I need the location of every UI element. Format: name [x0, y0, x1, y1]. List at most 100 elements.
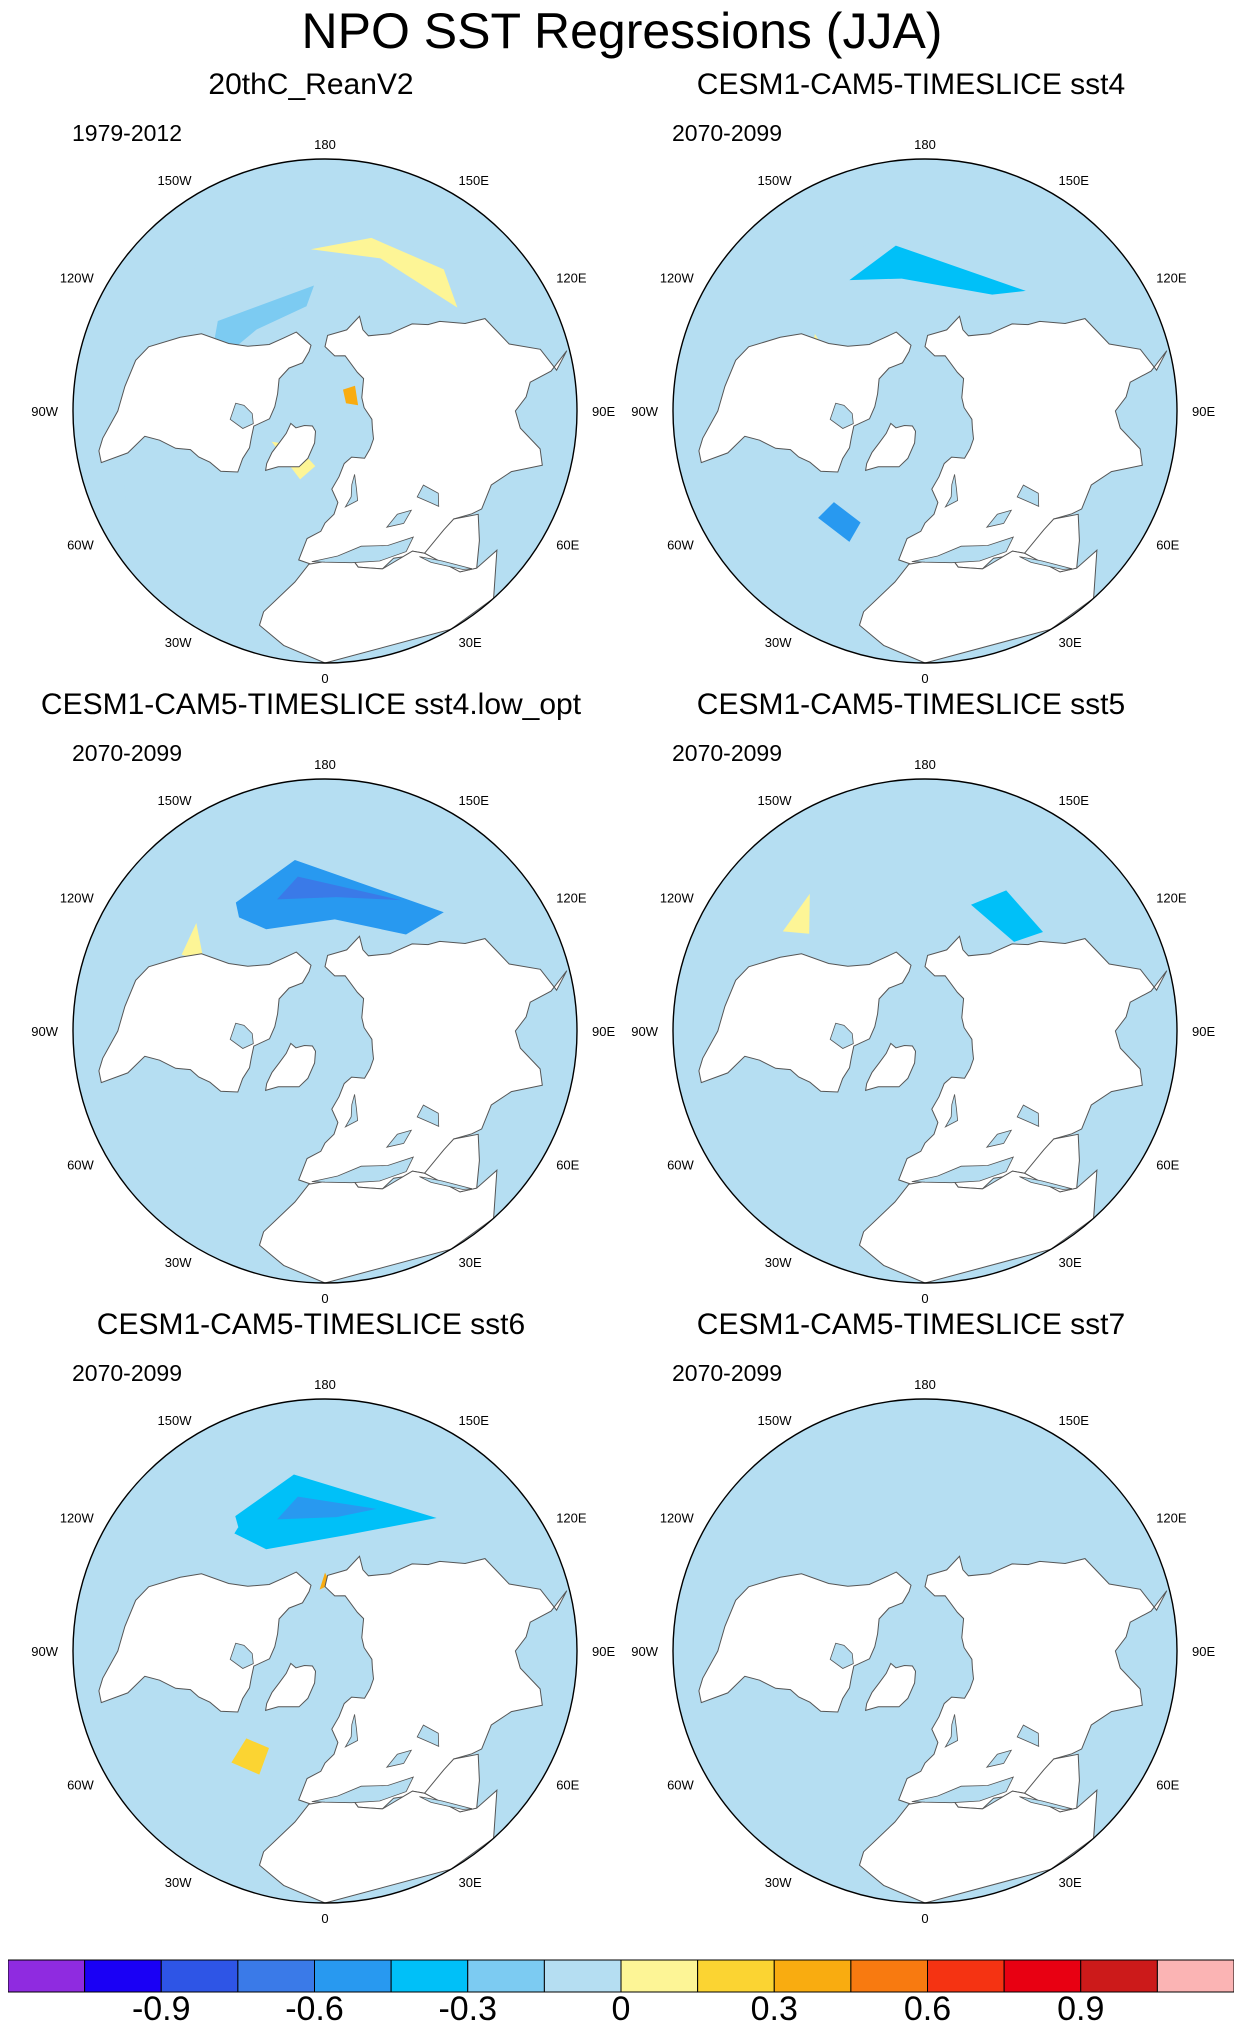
colorbar-segment — [697, 1959, 775, 1993]
colorbar-segment — [1003, 1959, 1082, 1993]
lon-label: 120W — [60, 1511, 95, 1526]
colorbar-tick-label: -0.9 — [131, 1990, 191, 2028]
lon-label: 30E — [459, 1875, 482, 1890]
panel-sst4-low-opt: 180 150E 120E 90E 60E 30E 0 30W 60W 90W 120W 150W C… — [0, 688, 622, 1308]
colorbar-segment — [314, 1959, 392, 1993]
lon-label: 150W — [758, 173, 793, 188]
land-arabia-cut — [423, 1753, 480, 1813]
lon-label: 120E — [1156, 891, 1187, 906]
lon-label: 30E — [1059, 1255, 1082, 1270]
sst-anomaly-region — [231, 1738, 269, 1775]
land-north-america — [698, 1571, 912, 1713]
sea-black-sea — [385, 1129, 413, 1148]
lon-label: 60E — [556, 538, 579, 553]
colorbar-tick-label: 0 — [611, 1990, 631, 2028]
sea-baltic-sea — [944, 1714, 959, 1748]
lon-label: 180 — [314, 137, 336, 152]
sea-baltic-sea — [344, 1714, 359, 1748]
panel-period: 2070-2099 — [672, 1360, 782, 1386]
sst-anomaly-region — [241, 218, 481, 349]
lon-label: 150E — [1059, 1413, 1090, 1428]
land-north-america — [98, 331, 312, 473]
sea-hudson-bay — [829, 402, 854, 429]
lon-label: 0 — [321, 1291, 328, 1306]
lon-label: 60E — [1156, 1778, 1179, 1793]
colorbar-tick-label: -0.3 — [438, 1990, 498, 2028]
lon-label: 180 — [914, 757, 936, 772]
sea-black-sea — [385, 1749, 413, 1768]
panel-period: 1979-2012 — [72, 120, 182, 146]
lon-label: 90W — [31, 1644, 58, 1659]
sst-anomaly-region — [782, 893, 810, 934]
lon-label: 30E — [459, 635, 482, 650]
lon-label: 30E — [459, 1255, 482, 1270]
sea-hudson-bay — [229, 1642, 254, 1669]
lon-label: 60E — [556, 1778, 579, 1793]
sea-caspian-sea — [416, 484, 440, 508]
panel-20thc-reanv2: 180 150E 120E 90E 60E 30E 0 30W 60W 90W 120W 150W 2… — [0, 68, 622, 688]
map-border — [72, 158, 578, 664]
lon-label: 30E — [1059, 635, 1082, 650]
sea-baltic-sea — [344, 1094, 359, 1128]
map-polar: 180 150E 120E 90E 60E 30E 0 30W 60W 90W 120W 150W — [31, 137, 615, 686]
sea-black-sea — [985, 1749, 1013, 1768]
lon-label: 150W — [758, 1413, 793, 1428]
panel-period: 2070-2099 — [72, 740, 182, 766]
sea-mediterranean — [311, 1776, 415, 1804]
sea-black-sea — [985, 509, 1013, 528]
sea-hudson-bay — [229, 1022, 254, 1049]
lon-label: 180 — [914, 1377, 936, 1392]
colorbar-segment — [390, 1959, 469, 1993]
panel-title: CESM1-CAM5-TIMESLICE sst6 — [96, 1308, 526, 1341]
lon-label: 60E — [1156, 538, 1179, 553]
land-arabia-cut — [423, 1133, 480, 1193]
panel-title: CESM1-CAM5-TIMESLICE sst7 — [696, 1308, 1126, 1341]
lon-label: 0 — [921, 1911, 928, 1926]
lon-label: 120W — [660, 271, 695, 286]
colorbar-segment — [773, 1959, 852, 1993]
colorbar-segment — [467, 1959, 545, 1993]
panel-period: 2070-2099 — [672, 120, 782, 146]
map-polar: 180 150E 120E 90E 60E 30E 0 30W 60W 90W 120W 150W — [31, 1377, 615, 1926]
panel-sst6: 180 150E 120E 90E 60E 30E 0 30W 60W 90W 120W 150W C… — [0, 1308, 622, 1928]
land-greenland — [864, 422, 917, 472]
panel-title: CESM1-CAM5-TIMESLICE sst4.low_opt — [40, 688, 582, 721]
sea-red-sea — [1019, 1176, 1073, 1190]
land-greenland — [864, 1662, 917, 1712]
colorbar-segment — [850, 1959, 929, 1993]
sea-caspian-sea — [1016, 1104, 1040, 1128]
colorbar-segment — [237, 1959, 316, 1993]
lon-label: 90E — [1192, 1644, 1215, 1659]
lon-label: 150E — [459, 793, 490, 808]
sea-mediterranean — [911, 1156, 1015, 1184]
panel-period: 2070-2099 — [672, 740, 782, 766]
sea-red-sea — [419, 1796, 473, 1810]
lon-label: 60W — [667, 538, 694, 553]
land-north-america — [98, 1571, 312, 1713]
land-arabia-cut — [1023, 1753, 1080, 1813]
colorbar — [8, 1959, 1234, 1993]
lon-label: 120E — [556, 891, 587, 906]
lon-label: 150W — [158, 793, 193, 808]
panel-title: CESM1-CAM5-TIMESLICE sst4 — [696, 68, 1126, 101]
lon-label: 180 — [314, 1377, 336, 1392]
lon-label: 90W — [631, 1024, 658, 1039]
colorbar-segment — [84, 1959, 162, 1993]
land-arabia-cut — [423, 513, 480, 573]
colorbar-tick-label: -0.6 — [285, 1990, 344, 2028]
colorbar-tick-label: 0.9 — [1057, 1990, 1105, 2028]
lon-label: 30W — [765, 1875, 792, 1890]
sea-mediterranean — [911, 1776, 1015, 1804]
sea-caspian-sea — [1016, 1724, 1040, 1748]
sst-anomaly-region — [818, 502, 861, 542]
sea-baltic-sea — [344, 474, 359, 508]
lon-label: 150W — [158, 173, 193, 188]
lon-label: 120W — [60, 891, 95, 906]
land-greenland — [264, 1042, 317, 1092]
sst-anomaly-region — [224, 860, 444, 935]
sea-hudson-bay — [829, 1022, 854, 1049]
sst-anomaly-region — [971, 890, 1043, 942]
lon-label: 120E — [556, 271, 587, 286]
colorbar-segment — [1156, 1959, 1234, 1993]
lon-label: 60W — [667, 1778, 694, 1793]
